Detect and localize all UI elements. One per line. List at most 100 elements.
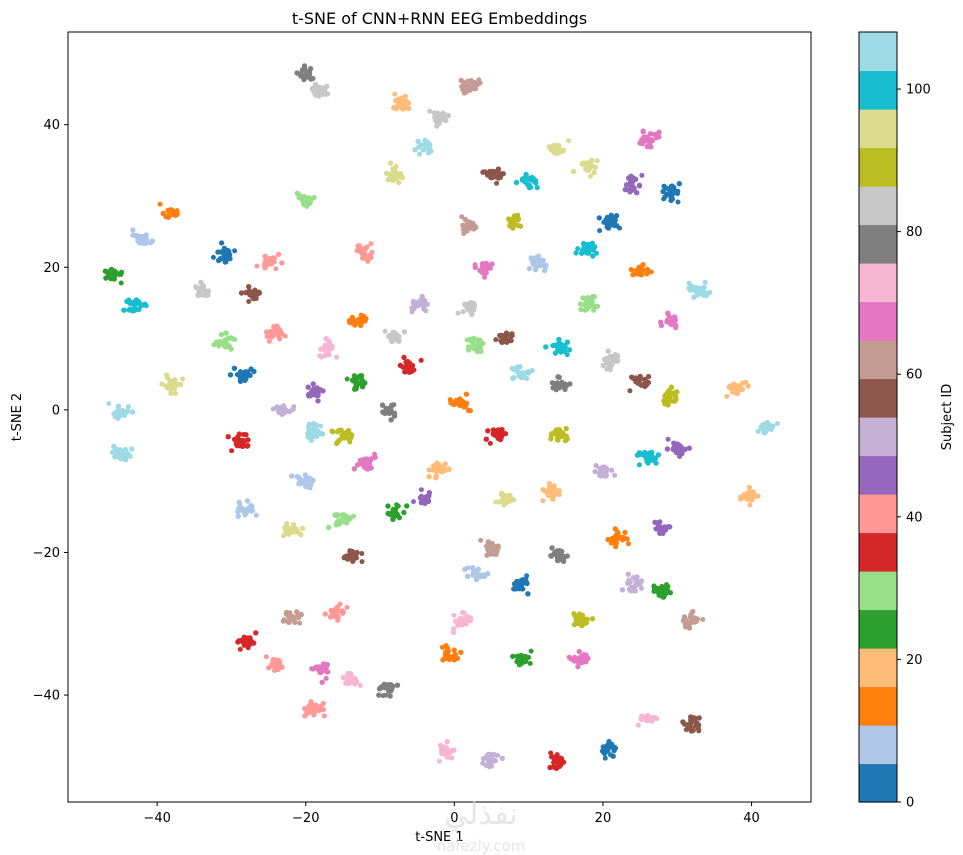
data-point (174, 211, 180, 218)
data-point (613, 540, 619, 546)
data-point (180, 376, 186, 382)
data-point (480, 760, 486, 766)
data-point (400, 101, 407, 107)
data-point (472, 262, 478, 268)
data-point (351, 466, 357, 472)
data-point (458, 399, 465, 405)
data-point (598, 466, 604, 472)
x-axis-ticks: −40 −20 0 20 40 (143, 802, 760, 826)
data-point (604, 214, 610, 221)
cluster-91 (450, 609, 474, 635)
data-point (172, 377, 178, 383)
data-point (589, 240, 595, 246)
data-point (395, 503, 401, 509)
data-point (553, 765, 560, 771)
data-point (524, 573, 530, 579)
data-point (651, 583, 657, 589)
data-point (661, 196, 667, 202)
data-point (696, 286, 703, 292)
data-point (221, 252, 227, 258)
data-point (647, 131, 654, 137)
data-point (601, 356, 608, 362)
cluster-89 (322, 601, 350, 623)
data-point (664, 319, 670, 325)
data-point (127, 453, 133, 459)
data-point (356, 320, 362, 326)
data-point (499, 755, 505, 761)
cluster-21 (354, 241, 375, 264)
cluster-81 (605, 526, 631, 550)
cluster-25 (472, 260, 495, 280)
data-point (211, 342, 217, 348)
data-point (423, 308, 429, 314)
data-point (131, 232, 137, 238)
data-point (548, 553, 554, 559)
data-point (436, 758, 442, 764)
data-point (235, 513, 241, 519)
cluster-73 (737, 484, 761, 508)
data-point (142, 301, 148, 307)
data-point (388, 417, 394, 423)
data-point (529, 257, 535, 263)
data-point (264, 333, 270, 340)
data-point (433, 472, 440, 479)
data-point (549, 380, 555, 386)
colorbar-tick-label: 80 (906, 225, 923, 240)
data-point (473, 576, 480, 583)
data-point (362, 317, 367, 323)
data-point (301, 65, 307, 72)
data-point (263, 262, 270, 268)
data-point (479, 269, 485, 275)
data-point (575, 663, 581, 670)
data-point (540, 498, 546, 504)
data-point (318, 423, 324, 429)
data-point (652, 519, 658, 525)
data-point (452, 651, 458, 658)
data-point (246, 505, 252, 511)
cluster-84 (548, 545, 570, 564)
cluster-2 (391, 91, 412, 112)
y-tick-label: −40 (33, 689, 60, 704)
data-point (635, 722, 641, 728)
data-point (696, 290, 702, 297)
colorbar-segment (859, 186, 897, 226)
data-point (674, 190, 681, 196)
chart-title: t-SNE of CNN+RNN EEG Embeddings (292, 9, 587, 28)
cluster-27 (102, 266, 125, 286)
data-point (460, 86, 466, 92)
data-point (649, 456, 656, 462)
data-point (591, 303, 597, 309)
data-point (461, 610, 467, 616)
cluster-72 (540, 481, 562, 504)
data-point (270, 406, 276, 412)
data-point (409, 309, 415, 315)
data-point (626, 577, 632, 584)
data-point (606, 222, 612, 228)
data-point (638, 578, 645, 584)
data-point (232, 337, 238, 342)
data-point (311, 195, 317, 200)
data-point (404, 503, 410, 509)
data-point (764, 419, 770, 426)
data-point (282, 524, 288, 531)
data-point (460, 616, 466, 622)
data-point (391, 410, 398, 416)
data-point (324, 83, 330, 90)
data-point (444, 754, 450, 760)
data-point (630, 376, 636, 381)
cluster-20 (573, 240, 599, 259)
data-point (108, 275, 114, 282)
data-point (223, 259, 229, 265)
data-point (272, 668, 278, 673)
cluster-62 (548, 425, 570, 444)
cluster-74 (411, 487, 433, 506)
data-point (357, 682, 363, 688)
data-point (609, 467, 615, 473)
data-point (495, 429, 501, 435)
data-point (639, 172, 645, 178)
cluster-61 (483, 427, 509, 446)
data-point (494, 180, 500, 186)
data-point (755, 429, 761, 434)
data-point (580, 295, 586, 301)
colorbar-segment (859, 147, 897, 187)
